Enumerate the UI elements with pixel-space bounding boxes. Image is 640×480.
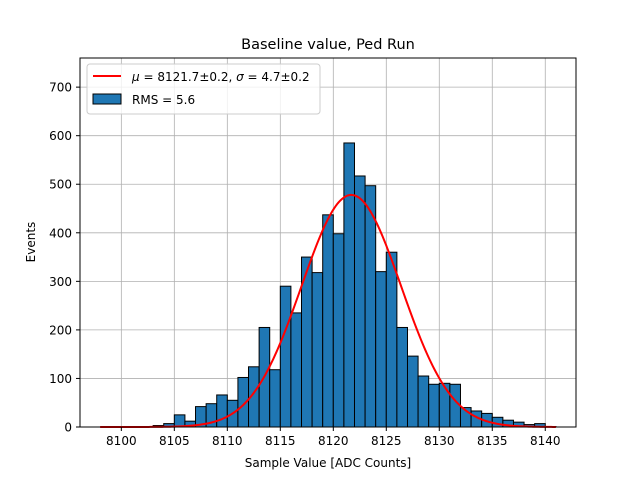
- legend-sigma-text: = 4.7±0.2: [244, 70, 310, 84]
- histogram-bar: [269, 369, 281, 428]
- histogram-bar: [343, 142, 355, 428]
- histogram-bar: [417, 375, 430, 428]
- histogram-bar: [396, 326, 408, 428]
- x-tick-label: 8135: [477, 434, 508, 448]
- legend-sigma-symbol: σ: [236, 70, 244, 84]
- y-axis-label: Events: [24, 222, 38, 263]
- x-tick-label: 8110: [212, 434, 243, 448]
- histogram-bar: [428, 383, 440, 428]
- y-tick-label: 200: [49, 323, 72, 337]
- x-tick-label: 8105: [159, 434, 190, 448]
- y-tick-label: 300: [49, 275, 72, 289]
- histogram-bar: [322, 214, 334, 428]
- histogram-bars: [152, 142, 557, 428]
- legend-box: [86, 63, 321, 115]
- y-tick-label: 500: [49, 178, 72, 192]
- y-tick-label: 100: [49, 372, 72, 386]
- x-axis-label: Sample Value [ADC Counts]: [245, 456, 411, 470]
- legend-fit-label: μ = 8121.7±0.2, σ = 4.7±0.2: [131, 70, 310, 84]
- legend-hist-swatch: [92, 93, 122, 105]
- chart-title: Baseline value, Ped Run: [241, 37, 415, 53]
- histogram-bar: [216, 394, 228, 428]
- legend-mu-text: = 8121.7±0.2,: [140, 70, 236, 84]
- histogram-bar: [385, 251, 398, 428]
- histogram-bar: [364, 185, 377, 428]
- histogram-bar: [375, 271, 387, 428]
- histogram-bar: [406, 355, 419, 428]
- axis-ticks: 8100 8105 8110 8115 8120 8125 8130 8135 8140 0 100…: [49, 81, 560, 448]
- x-tick-label: 8130: [424, 434, 455, 448]
- x-tick-label: 8100: [106, 434, 137, 448]
- y-tick-label: 600: [49, 129, 72, 143]
- x-tick-label: 8120: [318, 434, 349, 448]
- histogram-bar: [353, 175, 366, 428]
- histogram-bar: [332, 233, 345, 428]
- y-tick-label: 400: [49, 226, 72, 240]
- histogram-bar: [438, 382, 451, 428]
- histogram-bar: [173, 414, 186, 428]
- x-tick-label: 8115: [265, 434, 296, 448]
- histogram-bar: [311, 272, 324, 428]
- legend-hist-label: RMS = 5.6: [132, 93, 195, 107]
- x-tick-label: 8125: [371, 434, 402, 448]
- histogram-bar: [279, 285, 292, 428]
- y-tick-label: 0: [64, 421, 72, 435]
- histogram-bar: [290, 312, 303, 428]
- y-tick-label: 700: [49, 81, 72, 95]
- plot-frame: [79, 57, 577, 428]
- legend: μ = 8121.7±0.2, σ = 4.7±0.2 RMS = 5.6: [86, 63, 321, 115]
- legend-mu-symbol: μ: [131, 70, 140, 84]
- x-tick-label: 8140: [530, 434, 561, 448]
